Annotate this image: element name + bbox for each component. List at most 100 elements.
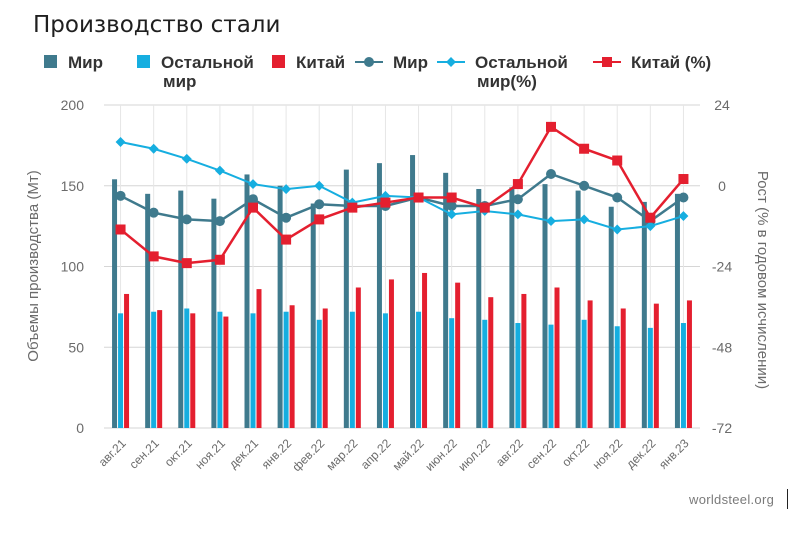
bar-china	[157, 310, 163, 428]
world-growth-point	[248, 194, 258, 205]
legend-label: Китай	[296, 53, 345, 72]
china-growth-point	[413, 192, 424, 203]
china-growth-point	[512, 179, 523, 190]
rest-growth-point	[546, 216, 556, 227]
bar-china	[355, 287, 361, 428]
world-growth-point	[512, 194, 523, 205]
y-tick-label: 100	[61, 259, 85, 275]
x-tick-label: июн.22	[422, 436, 460, 474]
china-growth-point	[678, 174, 689, 185]
rest-growth-point	[645, 221, 656, 232]
bar-rest-of-world	[151, 311, 157, 428]
rest-growth-point	[281, 184, 292, 195]
bar-china	[422, 272, 428, 428]
china-growth-point	[281, 234, 292, 245]
china-growth-point	[579, 143, 590, 154]
china-growth-point	[148, 251, 159, 262]
world-growth-point	[281, 212, 292, 223]
x-tick-label: окт.22	[559, 436, 592, 469]
legend-swatch	[44, 55, 57, 68]
x-tick-label: сен.21	[126, 436, 162, 472]
x-tick-label: янв.22	[259, 436, 295, 472]
bar-china	[124, 293, 130, 428]
china-growth-point	[446, 192, 457, 203]
x-tick-label: авг.22	[493, 436, 526, 469]
china-growth-point	[645, 212, 656, 223]
legend-marker	[446, 57, 456, 67]
legend-item-world_line: Мир	[355, 53, 428, 72]
legend-label: Остальной	[475, 53, 568, 72]
bar-china	[388, 279, 394, 428]
legend-marker	[364, 57, 374, 67]
legend-label: мир(%)	[477, 72, 537, 91]
bar-china	[554, 287, 560, 428]
bar-world	[112, 179, 118, 428]
y2-tick-label: 0	[718, 178, 726, 194]
world-growth-point	[612, 192, 623, 203]
bar-china	[223, 316, 229, 428]
bar-china	[488, 297, 494, 428]
bar-china	[289, 305, 295, 428]
bar-world	[476, 188, 482, 428]
bar-china	[521, 293, 527, 428]
bar-china	[686, 300, 692, 428]
bar-world	[310, 203, 316, 428]
x-tick-label: дек.21	[226, 436, 261, 471]
rest-growth-point	[579, 214, 590, 225]
bar-rest-of-world	[349, 311, 355, 428]
bar-rest-of-world	[283, 311, 289, 428]
bar-world	[542, 184, 548, 428]
rest-growth-point	[148, 143, 159, 154]
text-cursor	[787, 489, 788, 509]
bar-world	[277, 185, 283, 428]
y-tick-label: 0	[76, 420, 84, 436]
bar-world	[443, 172, 449, 428]
bar-rest-of-world	[515, 323, 521, 428]
bar-world	[211, 198, 217, 428]
axes: 0 50 100 150 200 -72 -48 -24 0 24 Объемы производс…	[25, 97, 771, 474]
x-tick-label: ноя.21	[192, 436, 228, 472]
legend-label: Мир	[393, 53, 428, 72]
bar-world	[145, 193, 151, 428]
legend-swatch	[137, 55, 150, 68]
legend-item-world_bar: Мир	[44, 53, 103, 72]
x-tick-label: сен.22	[524, 436, 560, 472]
world-growth-point	[579, 180, 590, 191]
bar-rest-of-world	[581, 319, 587, 428]
china-growth-point	[214, 254, 225, 265]
bar-rest-of-world	[647, 327, 653, 428]
world-growth-point	[148, 207, 159, 218]
x-tick-label: фев.22	[289, 436, 327, 474]
x-tick-label: мар.22	[323, 436, 360, 473]
legend-label: мир	[163, 72, 196, 91]
x-tick-label: авг.21	[96, 436, 129, 469]
bar-world	[641, 201, 647, 428]
x-tick-label: янв.23	[656, 436, 692, 472]
bar-world	[410, 155, 416, 428]
bar-rest-of-world	[548, 324, 554, 428]
x-tick-label: июл.22	[455, 436, 493, 474]
bar-rest-of-world	[482, 319, 488, 428]
bar-china	[587, 300, 593, 428]
bar-world	[376, 163, 382, 428]
bar-rest-of-world	[316, 319, 322, 428]
bar-china	[653, 303, 659, 428]
legend-marker	[602, 57, 612, 67]
bar-rest-of-world	[416, 311, 422, 428]
legend-label: Остальной	[161, 53, 254, 72]
y2-tick-label: -24	[712, 259, 732, 275]
bar-world	[575, 190, 581, 428]
bar-world	[178, 190, 184, 428]
bar-rest-of-world	[250, 313, 256, 428]
legend-item-china_bar: Китай	[272, 53, 345, 72]
world-growth-point	[446, 200, 457, 211]
bar-china	[620, 308, 626, 428]
bar-rest-of-world	[449, 318, 455, 428]
rest-growth-point	[181, 153, 192, 164]
bar-world	[509, 187, 515, 428]
rest-growth-point	[446, 209, 457, 220]
china-growth-point	[248, 202, 258, 213]
y-tick-label: 200	[61, 97, 85, 113]
